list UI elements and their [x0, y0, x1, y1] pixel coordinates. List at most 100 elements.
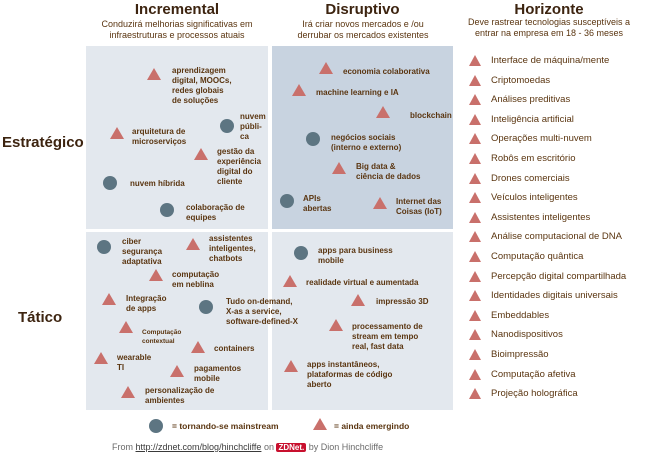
horizon-item: Identidades digitais universais: [469, 289, 618, 303]
item-computacao-contextual: Computação contextual: [142, 328, 181, 346]
item-wearable-ti: wearable TI: [117, 353, 151, 373]
horizon-item: Drones comerciais: [469, 172, 570, 186]
emerging-triangle-icon: [469, 368, 481, 380]
item-line: computação: [172, 270, 220, 279]
source-prefix: From: [112, 442, 133, 452]
mainstream-circle-icon: [199, 300, 213, 314]
item-line: X-as a service,: [226, 307, 282, 316]
emerging-triangle-icon: [170, 365, 184, 377]
horizon-item: Operações multi-nuvem: [469, 132, 592, 146]
item-impressao-3d: impressão 3D: [376, 297, 428, 307]
quadrant-disruptive-strategic: [272, 46, 453, 229]
emerging-triangle-icon: [191, 341, 205, 353]
item-line: aprendizagem: [172, 66, 226, 75]
horizon-item: Projeção holográfica: [469, 387, 578, 401]
legend-circle-icon: [149, 419, 163, 433]
horizon-item-label: Identidades digitais universais: [491, 290, 618, 302]
emerging-triangle-icon: [469, 231, 481, 243]
mainstream-circle-icon: [280, 194, 294, 208]
item-line: Coisas (IoT): [396, 207, 442, 216]
emerging-triangle-icon: [469, 250, 481, 262]
emerging-triangle-icon: [319, 62, 333, 74]
horizon-item-label: Nanodispositivos: [491, 329, 563, 341]
item-line: negócios sociais: [331, 133, 396, 142]
item-line: Internet das: [396, 197, 442, 206]
row-label-strategic: Estratégico: [2, 134, 84, 151]
emerging-triangle-icon: [147, 68, 161, 80]
emerging-triangle-icon: [469, 211, 481, 223]
emerging-triangle-icon: [332, 162, 346, 174]
item-line: arquitetura de: [132, 127, 186, 136]
item-economia-colaborativa: economia colaborativa: [343, 67, 430, 77]
item-line: blockchain: [410, 111, 452, 120]
item-negocios-sociais: negócios sociais (interno e externo): [331, 133, 401, 153]
horizon-item-label: Computação afetiva: [491, 368, 576, 380]
item-line: nuvem híbrida: [130, 179, 185, 188]
quadrant-incremental-tactical: [86, 232, 268, 410]
item-line: chatbots: [209, 254, 243, 263]
horizon-item: Nanodispositivos: [469, 328, 563, 342]
item-line: mobile: [194, 374, 220, 383]
item-apps-instantaneos: apps instantâneos, plataformas de código…: [307, 360, 392, 390]
emerging-triangle-icon: [376, 106, 390, 118]
col-subtitle-disruptive-line2: derrubar os mercados existentes: [297, 30, 429, 40]
item-line: real, fast data: [352, 342, 404, 351]
horizon-item: Criptomoedas: [469, 74, 550, 88]
source-on: on: [263, 442, 274, 452]
emerging-triangle-icon: [469, 192, 481, 204]
row-label-tactical: Tático: [18, 309, 63, 326]
source-author: by Dion Hinchcliffe: [308, 442, 384, 452]
item-personalizacao-ambientes: personalização de ambientes: [145, 386, 214, 406]
item-blockchain: blockchain: [410, 111, 452, 121]
emerging-triangle-icon: [149, 269, 163, 281]
horizon-item-label: Análises preditivas: [491, 94, 571, 106]
item-line: colaboração de: [186, 203, 245, 212]
horizon-item-label: Percepção digital compartilhada: [491, 270, 627, 282]
mainstream-circle-icon: [160, 203, 174, 217]
col-subtitle-horizon: Deve rastrear tecnologias susceptíveis a…: [452, 17, 646, 39]
source-link[interactable]: http://zdnet.com/blog/hinchcliffe: [135, 442, 262, 452]
item-line: abertas: [303, 204, 332, 213]
item-line: de soluções: [172, 96, 219, 105]
item-line: inteligentes,: [209, 244, 256, 253]
horizon-item-label: Análise computacional de DNA: [491, 231, 622, 243]
item-apis-abertas: APIs abertas: [303, 194, 331, 214]
horizon-item-label: Computação quântica: [491, 251, 584, 262]
item-line: ciber: [122, 237, 142, 246]
horizon-item: Assistentes inteligentes: [469, 211, 590, 225]
horizon-item: Computação quântica: [469, 250, 583, 264]
col-subtitle-horizon-line2: entrar na empresa em 18 - 36 meses: [474, 28, 624, 38]
item-apps-business-mobile: apps para business mobile: [318, 246, 393, 266]
emerging-triangle-icon: [469, 94, 481, 106]
horizon-item: Bioimpressão: [469, 348, 549, 362]
emerging-triangle-icon: [194, 148, 208, 160]
item-line: adaptativa: [122, 257, 162, 266]
item-processamento-stream: processamento de stream em tempo real, f…: [352, 322, 423, 352]
item-realidade-virtual: realidade virtual e aumentada: [306, 278, 419, 288]
item-line: apps para business: [318, 246, 393, 255]
emerging-triangle-icon: [469, 54, 481, 66]
emerging-triangle-icon: [469, 290, 481, 302]
item-line: aberto: [307, 380, 332, 389]
item-line: mobile: [318, 256, 344, 265]
horizon-item: Veículos inteligentes: [469, 191, 578, 205]
item-gestao-experiencia: gestão da experiência digital do cliente: [217, 147, 261, 187]
emerging-triangle-icon: [329, 319, 343, 331]
item-line: personalização de: [145, 386, 215, 395]
emerging-triangle-icon: [469, 388, 481, 400]
col-subtitle-disruptive-line1: Irá criar novos mercados e /ou: [302, 19, 424, 29]
item-line: APIs: [303, 194, 321, 203]
item-line: ca: [240, 132, 249, 141]
item-line: ciência de dados: [356, 172, 421, 181]
horizon-item-label: Interface de máquina/mente: [491, 55, 610, 66]
mainstream-circle-icon: [103, 176, 117, 190]
item-line: gestão da: [217, 147, 255, 156]
item-line: processamento de: [352, 322, 423, 331]
emerging-triangle-icon: [469, 329, 481, 341]
horizon-item: Computação afetiva: [469, 368, 576, 382]
legend-mainstream-label: = tornando-se mainstream: [172, 421, 279, 431]
emerging-triangle-icon: [119, 321, 133, 333]
item-colaboracao-equipes: colaboração de equipes: [186, 203, 245, 223]
item-line: software-defined-X: [226, 317, 299, 326]
quadrant-disruptive-tactical: [272, 232, 453, 410]
